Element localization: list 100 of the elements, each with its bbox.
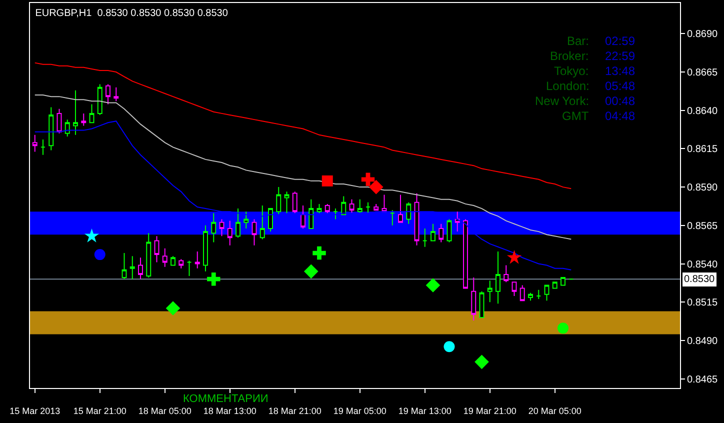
annotation: GMT: [562, 109, 590, 123]
candlestick: [48, 106, 54, 151]
point: [361, 172, 375, 186]
text: 00:48: [605, 94, 636, 108]
candlestick: [203, 224, 208, 272]
text: EURGBP,H1 0.8530 0.8530 0.8530 0.8530: [35, 8, 228, 19]
text: 04:48: [605, 109, 636, 123]
candlestick: [64, 119, 70, 137]
candlestick: [40, 139, 46, 156]
text: 02:59: [605, 34, 636, 48]
x-tick-label: 18 Mar 21:00: [268, 406, 322, 416]
candlestick: [454, 211, 460, 232]
candlestick: [162, 248, 168, 268]
point: [94, 249, 106, 260]
candlestick: [146, 232, 152, 278]
candlestick: [520, 284, 525, 302]
candlestick: [89, 104, 94, 124]
candlestick: [324, 203, 330, 214]
annotation: Broker:: [550, 49, 589, 63]
candlestick: [438, 223, 444, 243]
candlestick: [106, 84, 110, 105]
candlestick: [178, 258, 184, 269]
candlestick: [236, 208, 240, 238]
candlestick: [73, 90, 78, 136]
x-tick-label: 20 Mar 05:00: [528, 406, 582, 416]
candlestick: [138, 257, 143, 280]
candlestick: [211, 212, 216, 243]
candlestick: [227, 220, 232, 246]
point: [558, 322, 568, 334]
candlestick: [244, 211, 249, 229]
y-tick-label: 0.8665: [687, 68, 718, 79]
candlestick: [528, 292, 533, 302]
candlestick: [292, 191, 298, 214]
y-tick-label: 0.8690: [687, 29, 718, 40]
point: [322, 175, 333, 186]
x-tick-label: 18 Mar 05:00: [138, 406, 192, 416]
candlestick: [349, 198, 354, 214]
candlestick: [544, 284, 550, 302]
candlestick: [341, 196, 346, 216]
point: [166, 301, 180, 316]
y-tick-label: 0.8590: [687, 182, 718, 194]
candlestick: [122, 252, 127, 280]
candlestick: [114, 86, 119, 102]
x-tick-label: 19 Mar 21:00: [463, 406, 516, 416]
text: 22:59: [605, 49, 636, 63]
annotation: Tokyo:: [554, 64, 589, 78]
candlestick: [186, 260, 192, 277]
candlestick: [219, 218, 224, 237]
candlestick: [552, 282, 558, 289]
candlestick: [252, 218, 257, 246]
point: [304, 264, 318, 279]
candlestick: [154, 236, 160, 263]
y-tick-label: 0.8490: [687, 336, 718, 347]
candlestick: [97, 84, 102, 116]
x-tick-label: 18 Mar 13:00: [203, 406, 256, 416]
candlestick: [268, 208, 273, 232]
candlestick: [390, 210, 395, 226]
x-tick-label: 19 Mar 05:00: [333, 406, 386, 416]
candlestick: [430, 223, 436, 242]
candlestick: [536, 289, 542, 300]
point: [444, 341, 455, 352]
candlestick: [487, 280, 492, 303]
point: [368, 180, 384, 194]
annotation: New York:: [535, 94, 590, 108]
candlestick: [276, 186, 282, 216]
candlestick: [504, 264, 509, 283]
candlestick: [414, 192, 420, 246]
text: КОММЕНТАРИИ: [183, 393, 268, 405]
annotation: London:: [546, 79, 590, 93]
candlestick: [446, 218, 452, 243]
y-tick-label: 0.8465: [687, 374, 718, 386]
y-tick-label: 0.8565: [687, 220, 718, 232]
candlestick: [382, 194, 387, 212]
ref-line-label: 0.8530: [684, 274, 716, 285]
x-tick-label: 15 Mar 21:00: [73, 406, 126, 416]
candlestick: [300, 204, 306, 229]
x-tick-label: 15 Mar 2013: [10, 406, 60, 416]
candlestick: [463, 218, 468, 289]
candlestick: [560, 277, 566, 286]
candlestick: [471, 277, 476, 322]
point: [312, 246, 326, 260]
text: 05:48: [605, 79, 636, 93]
candlestick: [357, 198, 362, 214]
candlestick: [512, 282, 517, 296]
candlestick: [81, 112, 86, 126]
candlestick: [32, 134, 38, 152]
candlestick: [316, 203, 322, 214]
point: [474, 354, 489, 370]
candlestick: [194, 250, 200, 269]
candlestick: [260, 204, 265, 240]
y-tick-label: 0.8615: [687, 144, 718, 156]
y-tick-label: 0.8540: [687, 259, 718, 270]
candlestick: [333, 208, 338, 220]
candlestick: [308, 198, 314, 229]
candlestick: [170, 256, 176, 266]
point: [506, 250, 522, 264]
candlestick: [130, 256, 135, 280]
candlestick: [479, 290, 484, 318]
annotation: Bar:: [567, 34, 590, 48]
candlestick: [422, 228, 428, 248]
